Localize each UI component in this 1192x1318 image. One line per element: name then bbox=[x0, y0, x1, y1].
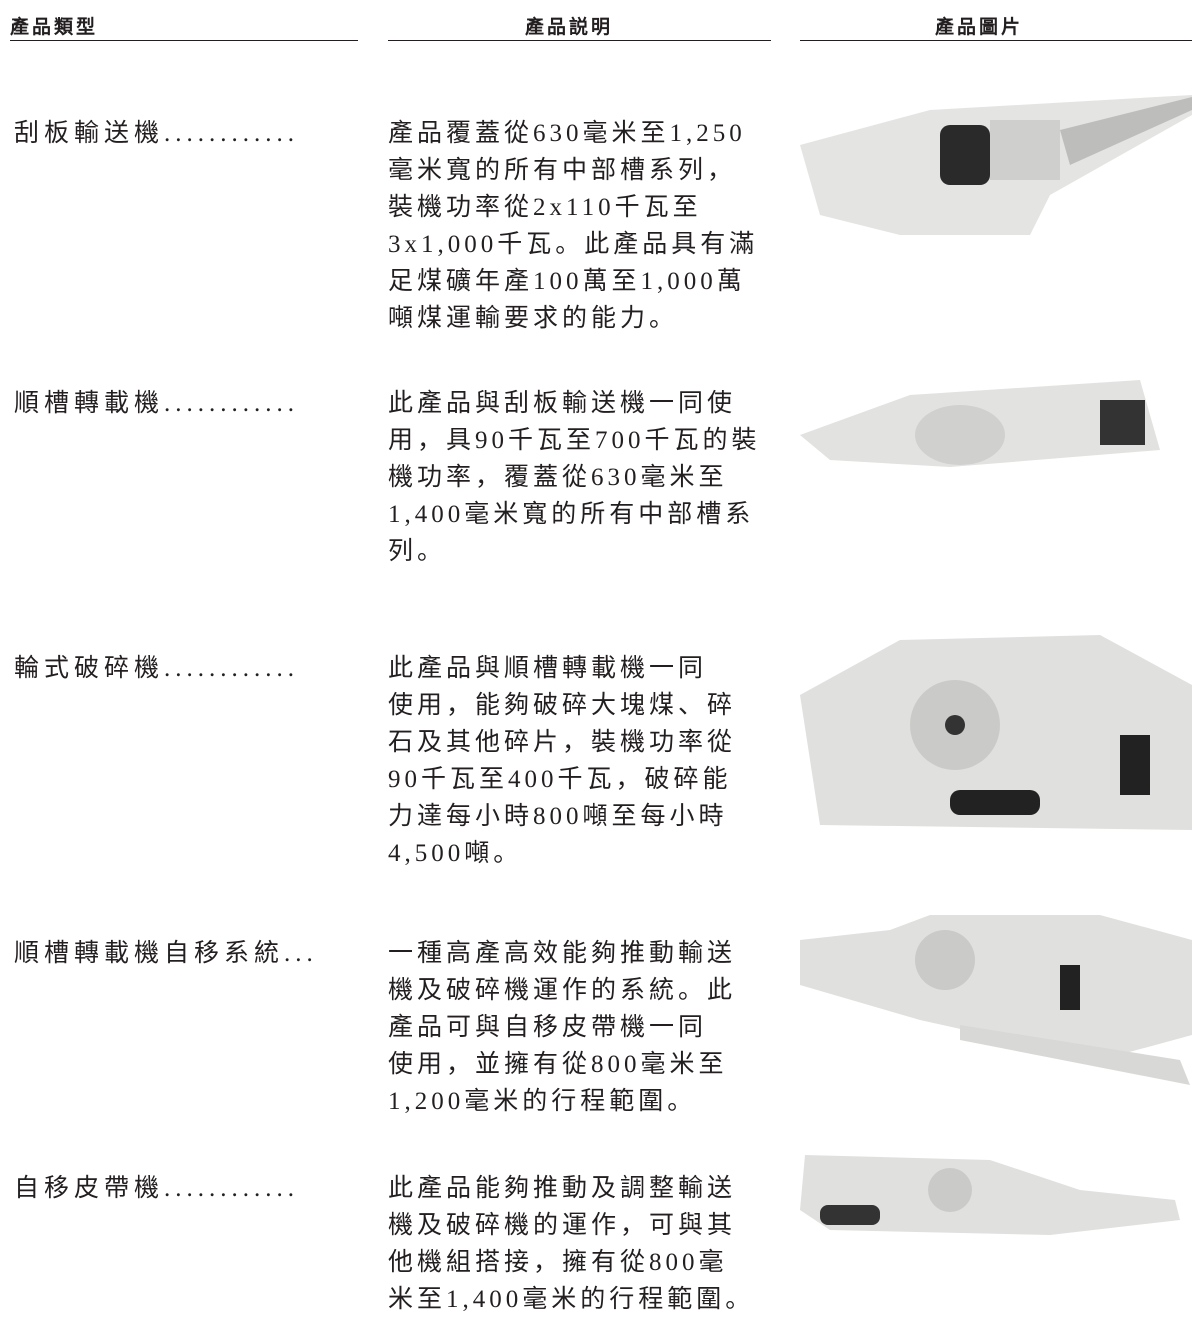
description-line: 裝機功率從2x110千瓦至 bbox=[388, 194, 702, 221]
description-line: 毫米寬的所有中部槽系列， bbox=[388, 157, 737, 184]
description-line: 足煤礦年產100萬至1,000萬 bbox=[388, 268, 746, 295]
header-rule bbox=[800, 40, 1192, 41]
description-line: 他機組搭接，擁有從800毫 bbox=[388, 1249, 728, 1276]
description-line: 機功率，覆蓋從630毫米至 bbox=[388, 464, 728, 491]
description-line: 使用，能夠破碎大塊煤、碎 bbox=[388, 692, 737, 719]
product-photo bbox=[800, 1155, 1180, 1235]
product-description: 一種高產高效能夠推動輸送 機及破碎機運作的系統。此 產品可與自移皮帶機一同 使用，並擁… bbox=[388, 935, 778, 1120]
product-type: 刮板輸送機............ bbox=[14, 120, 300, 147]
description-line: 1,200毫米的行程範圍。 bbox=[388, 1088, 697, 1115]
header-rule bbox=[10, 40, 358, 41]
column-header: 產品類型 bbox=[10, 16, 99, 38]
header-rule bbox=[388, 40, 771, 41]
description-line: 機及破碎機的運作，可與其 bbox=[388, 1212, 737, 1239]
product-type: 順槽轉載機............ bbox=[14, 390, 300, 417]
description-line: 3x1,000千瓦。此產品具有滿 bbox=[388, 231, 759, 258]
product-type: 順槽轉載機自移系統... bbox=[14, 940, 318, 967]
product-description: 此產品與刮板輸送機一同使 用，具90千瓦至700千瓦的裝 機功率，覆蓋從630毫米至… bbox=[388, 385, 778, 570]
description-line: 90千瓦至400千瓦，破碎能 bbox=[388, 766, 732, 793]
description-line: 噸煤運輸要求的能力。 bbox=[388, 305, 679, 332]
description-line: 使用，並擁有從800毫米至 bbox=[388, 1051, 728, 1078]
product-photo bbox=[800, 915, 1192, 1085]
description-line: 用，具90千瓦至700千瓦的裝 bbox=[388, 427, 761, 454]
product-type: 輪式破碎機............ bbox=[14, 655, 300, 682]
description-line: 此產品與順槽轉載機一同 bbox=[388, 655, 708, 682]
description-line: 產品可與自移皮帶機一同 bbox=[388, 1014, 708, 1041]
description-line: 米至1,400毫米的行程範圍。 bbox=[388, 1286, 755, 1313]
description-line: 一種高產高效能夠推動輸送 bbox=[388, 940, 737, 967]
description-line: 4,500噸。 bbox=[388, 840, 523, 867]
description-line: 機及破碎機運作的系統。此 bbox=[388, 977, 737, 1004]
product-photo bbox=[800, 95, 1192, 235]
product-type: 自移皮帶機............ bbox=[14, 1175, 300, 1202]
description-line: 力達每小時800噸至每小時 bbox=[388, 803, 728, 830]
description-line: 產品覆蓋從630毫米至1,250 bbox=[388, 120, 746, 147]
product-photo bbox=[800, 635, 1192, 830]
description-line: 此產品與刮板輸送機一同使 bbox=[388, 390, 737, 417]
description-line: 此產品能夠推動及調整輸送 bbox=[388, 1175, 737, 1202]
description-line: 1,400毫米寬的所有中部槽系 bbox=[388, 501, 755, 528]
column-header: 產品圖片 bbox=[935, 16, 1024, 38]
description-line: 列。 bbox=[388, 538, 447, 565]
product-description: 此產品能夠推動及調整輸送 機及破碎機的運作，可與其 他機組搭接，擁有從800毫 米至1… bbox=[388, 1170, 778, 1318]
column-header: 產品説明 bbox=[525, 16, 614, 38]
product-photo bbox=[800, 380, 1160, 467]
product-description: 產品覆蓋從630毫米至1,250 毫米寬的所有中部槽系列， 裝機功率從2x110千瓦… bbox=[388, 115, 778, 337]
product-description: 此產品與順槽轉載機一同使用，能夠破碎大塊煤、碎 石及其他碎片，裝機功率從 90千瓦至… bbox=[388, 650, 778, 872]
description-line: 石及其他碎片，裝機功率從 bbox=[388, 729, 737, 756]
